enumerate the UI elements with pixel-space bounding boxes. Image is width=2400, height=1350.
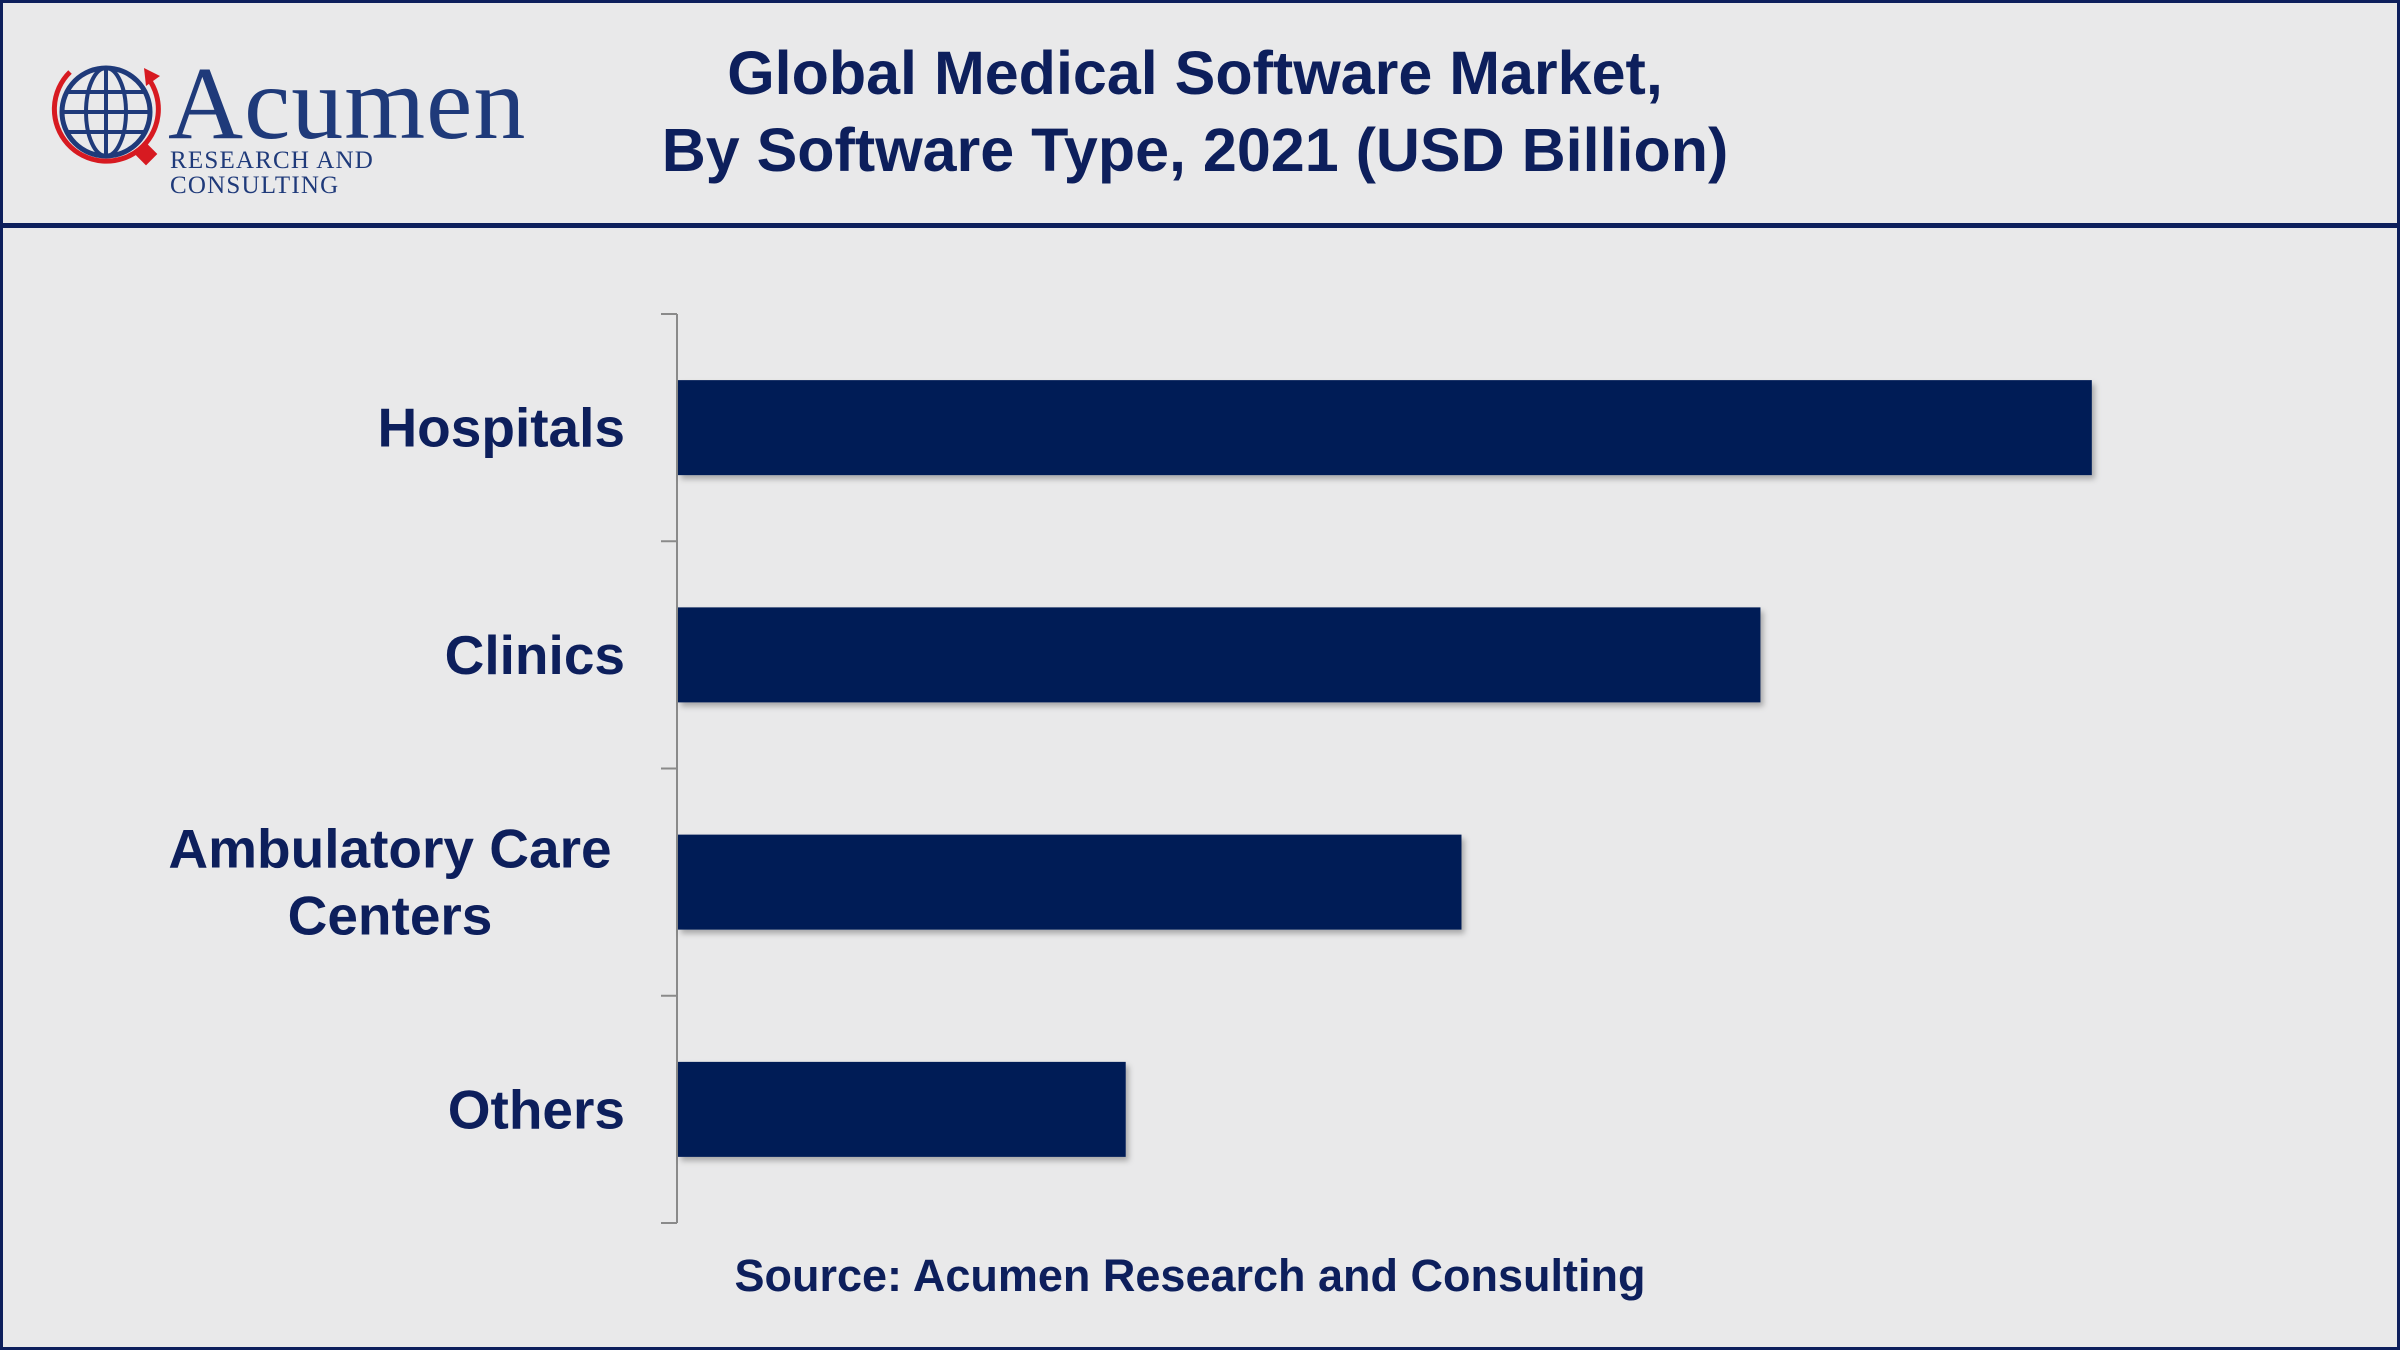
bar-ambulatory-care-centers bbox=[678, 834, 1462, 930]
header-divider bbox=[0, 223, 2400, 228]
category-label: Others bbox=[448, 1078, 625, 1140]
chart-title: Global Medical Software Market, By Softw… bbox=[560, 35, 1830, 189]
category-label: Ambulatory Care bbox=[168, 818, 611, 880]
logo-tagline: RESEARCH AND CONSULTING bbox=[170, 147, 375, 199]
category-label: Clinics bbox=[445, 624, 625, 686]
chart-title-line-1: Global Medical Software Market, bbox=[727, 39, 1663, 107]
logo-wordmark: Acumen bbox=[168, 46, 527, 161]
chart-title-line-2: By Software Type, 2021 (USD Billion) bbox=[661, 116, 1729, 184]
category-label: Centers bbox=[288, 885, 493, 947]
acumen-logo: Acumen RESEARCH AND CONSULTING bbox=[48, 46, 548, 198]
source-note: Source: Acumen Research and Consulting bbox=[734, 1250, 1646, 1301]
globe-logo-icon bbox=[51, 65, 161, 166]
bar-clinics bbox=[678, 607, 1761, 703]
category-label: Hospitals bbox=[377, 397, 625, 459]
bar-hospitals bbox=[678, 380, 2092, 476]
bar-others bbox=[678, 1061, 1126, 1157]
